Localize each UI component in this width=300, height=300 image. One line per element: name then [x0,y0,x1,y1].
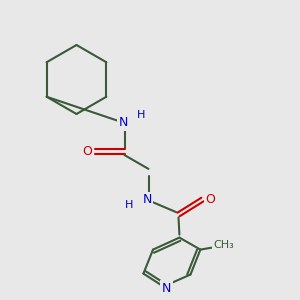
Text: N: N [162,281,171,295]
Text: H: H [137,110,145,121]
Text: O: O [82,145,92,158]
Text: CH₃: CH₃ [213,240,234,250]
Text: N: N [118,116,128,130]
Text: N: N [142,193,152,206]
Text: H: H [125,200,133,210]
Text: O: O [205,193,215,206]
